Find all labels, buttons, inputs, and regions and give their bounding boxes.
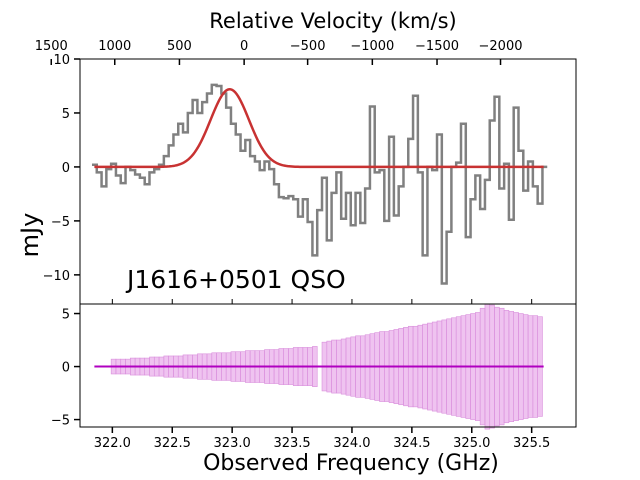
x-tick-label: 322.0 <box>94 436 131 451</box>
x-tick-label: 324.0 <box>333 436 370 451</box>
velocity-tick-label: −2000 <box>479 39 523 54</box>
x-tick-label: 323.5 <box>273 436 310 451</box>
velocity-axis: 1500 1000 500 0 −500 −1000 −1500 −2000 <box>35 39 523 65</box>
velocity-axis-title: Relative Velocity (km/s) <box>209 9 456 33</box>
velocity-tick-label: 500 <box>167 39 192 54</box>
object-label: J1616+0501 QSO <box>125 265 346 294</box>
bottom-panel-frame <box>79 303 577 428</box>
velocity-tick-label: −1500 <box>415 39 459 54</box>
y-tick-label: −10 <box>43 269 70 284</box>
velocity-tick-label: −500 <box>290 39 326 54</box>
x-tick-label: 325.0 <box>453 436 490 451</box>
x-tick-label: 325.5 <box>513 436 550 451</box>
y-tick-label: 10 <box>53 53 70 68</box>
x-tick-label: 322.5 <box>154 436 191 451</box>
bottom-y-axis: 5 0 −5 <box>51 308 80 429</box>
bottom-panel: 5 0 −5 322.0 322.5 323.0 323.5 324.0 324.5 325.0… <box>51 303 577 451</box>
velocity-tick-label: 1000 <box>98 39 131 54</box>
velocity-tick-label: −1000 <box>350 39 394 54</box>
y-tick-label: 0 <box>62 161 70 176</box>
y-tick-label: −5 <box>51 414 70 429</box>
x-tick-label: 324.5 <box>393 436 430 451</box>
y-tick-label: 0 <box>62 361 70 376</box>
gaussian-fit-line <box>94 88 544 169</box>
top-y-axis: 10 5 0 −5 −10 <box>43 53 80 284</box>
y-axis-title: mJy <box>16 213 44 258</box>
bottom-x-axis: 322.0 322.5 323.0 323.5 324.0 324.5 325.0 325.5 <box>94 427 550 451</box>
x-axis-title: Observed Frequency (GHz) <box>203 451 499 476</box>
y-tick-label: 5 <box>62 107 70 122</box>
y-tick-label: −5 <box>51 215 70 230</box>
velocity-tick-label: 1500 <box>35 39 68 54</box>
spectrum-step-line <box>91 83 548 285</box>
x-tick-label: 323.0 <box>214 436 251 451</box>
y-tick-label: 5 <box>62 308 70 323</box>
top-x-axis <box>111 299 533 304</box>
velocity-tick-label: 0 <box>240 39 248 54</box>
